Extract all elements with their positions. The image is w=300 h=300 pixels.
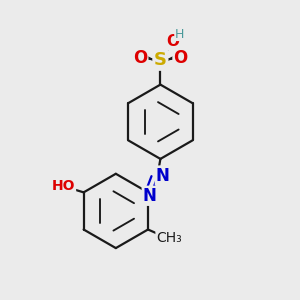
Text: S: S	[154, 51, 167, 69]
Text: N: N	[143, 187, 157, 205]
Text: O: O	[166, 34, 179, 49]
Text: H: H	[175, 28, 184, 40]
Text: HO: HO	[52, 179, 76, 194]
Text: O: O	[133, 49, 147, 67]
Text: O: O	[173, 49, 188, 67]
Text: CH₃: CH₃	[156, 231, 182, 245]
Text: N: N	[156, 167, 170, 184]
